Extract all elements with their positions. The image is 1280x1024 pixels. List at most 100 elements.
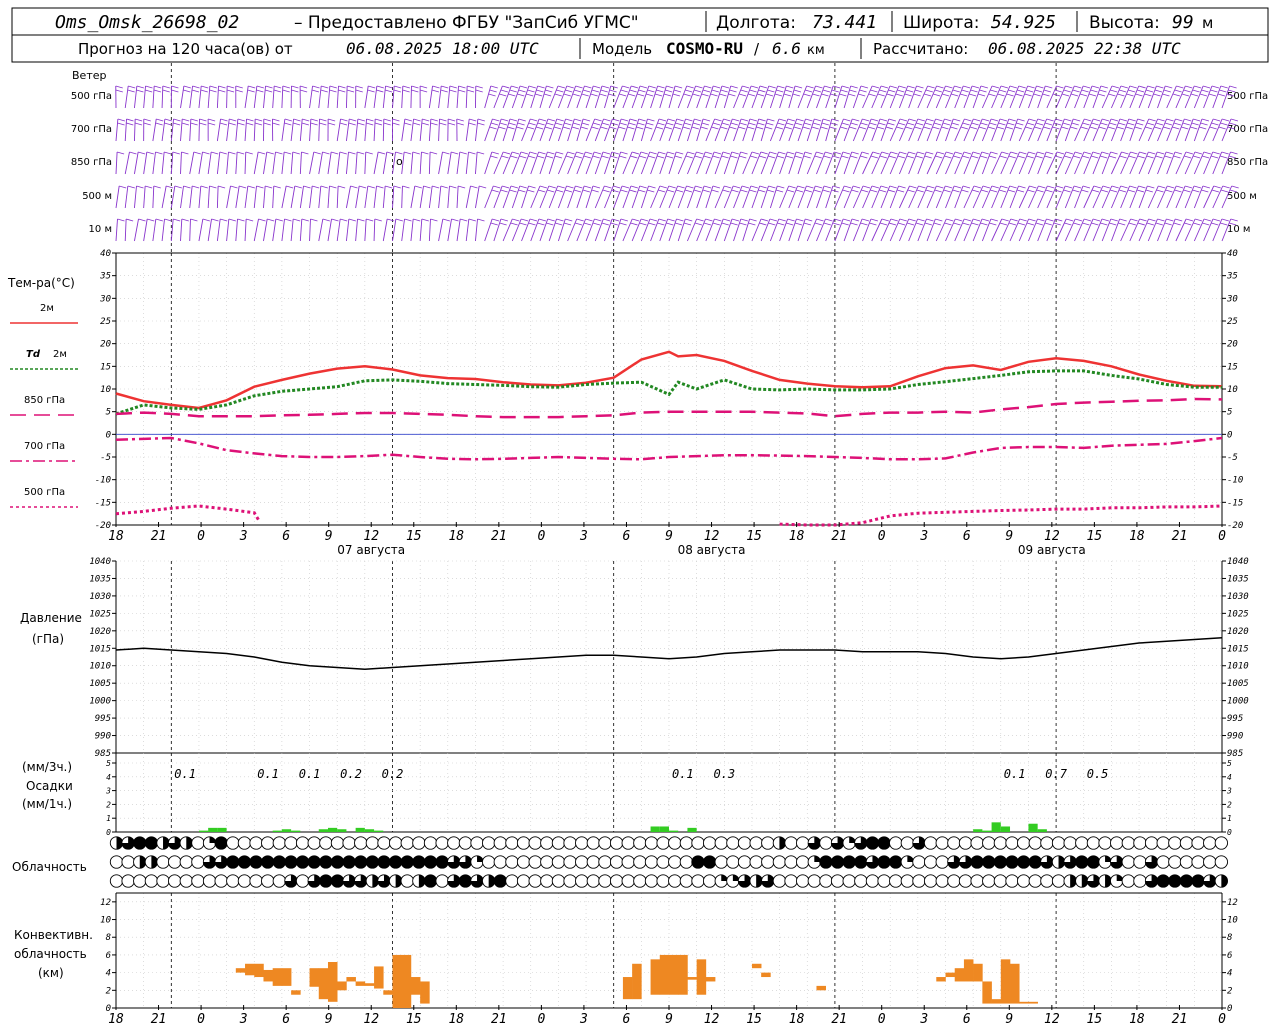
wind-barb-shaft	[502, 85, 512, 109]
cloud-symbol-fill	[1221, 874, 1228, 888]
cloud-symbol-outline	[1051, 836, 1066, 850]
wind-barb-feather	[1082, 155, 1090, 159]
wind-barb-feather	[1117, 93, 1125, 97]
wind-barb-feather	[535, 126, 544, 130]
wind-barb	[1166, 218, 1183, 242]
convective-bar	[318, 968, 329, 1000]
wind-barb-feather	[1164, 122, 1173, 126]
wind-barb-feather	[850, 122, 858, 126]
cloud-symbol	[865, 855, 880, 869]
wind-barb-feather	[600, 126, 608, 130]
wind-barb-feather	[547, 218, 555, 222]
wind-barb-shaft	[1193, 151, 1205, 175]
wind-barb-feather	[564, 189, 573, 193]
wind-barb-feather	[200, 89, 208, 93]
cloud-symbol-fill	[372, 874, 379, 888]
cloud-symbol-outline	[935, 836, 949, 850]
wind-barb-shaft	[1018, 218, 1030, 242]
cloud-symbol-fill	[1145, 874, 1158, 888]
cloud-symbol	[435, 836, 449, 850]
cloud-symbol-outline	[540, 855, 554, 869]
cloud-symbol-outline	[796, 855, 810, 869]
wind-barb	[281, 218, 292, 242]
wind-barb-feather	[740, 218, 748, 222]
wind-barb-feather	[861, 189, 869, 193]
wind-barb	[401, 218, 412, 242]
wind-barb-shaft	[613, 151, 622, 175]
cloud-symbol	[1028, 874, 1042, 888]
cloud-symbol-outline	[575, 874, 589, 888]
wind-barb-feather	[686, 85, 694, 89]
cloud-symbol-outline	[144, 874, 159, 888]
wind-barb-shaft	[216, 185, 219, 209]
wind-barb-feather	[1184, 155, 1192, 159]
cloud-symbol-outline	[470, 836, 484, 850]
hour-tick-label: 0	[197, 529, 205, 544]
wind-barb	[345, 151, 356, 175]
wind-barb	[972, 118, 990, 142]
wind-barb-shaft	[161, 218, 165, 242]
wind-barb-feather	[1118, 122, 1126, 126]
wind-barb-shaft	[1000, 85, 1011, 109]
cloud-symbol	[447, 874, 461, 888]
wind-barb-feather	[126, 118, 134, 122]
wind-barb-feather	[1119, 118, 1128, 122]
wind-barb-feather	[553, 126, 562, 130]
cloud-symbol-outline	[819, 874, 833, 888]
wind-barb	[1120, 85, 1137, 109]
precip-bar	[1000, 826, 1011, 832]
cloud-symbol-outline	[516, 855, 531, 869]
wind-barb-shaft	[345, 118, 350, 142]
wind-barb-feather	[572, 93, 580, 97]
wind-barb-feather	[657, 222, 665, 226]
wind-barb-feather	[547, 189, 555, 193]
wind-barb-feather	[639, 222, 647, 226]
wind-barb-feather	[890, 151, 898, 155]
precip-bar	[659, 826, 669, 832]
wind-barb-feather	[935, 155, 943, 159]
wind-barb	[521, 85, 536, 109]
wind-barb-feather	[412, 122, 421, 126]
wind-barb-feather	[393, 89, 401, 93]
wind-barb-feather	[692, 122, 701, 126]
wind-barb-feather	[1220, 222, 1228, 226]
wind-barb-feather	[492, 118, 500, 122]
wind-barb-feather	[794, 85, 803, 89]
wind-barb-shaft	[355, 118, 359, 142]
wind-barb-feather	[888, 222, 897, 226]
wind-barb-feather	[246, 218, 254, 222]
wind-barb	[806, 185, 823, 209]
wind-barb-feather	[1163, 126, 1171, 130]
wind-barb-feather	[815, 185, 823, 189]
wind-barb-feather	[209, 185, 217, 189]
wind-barb-feather	[329, 185, 337, 189]
wind-barb-feather	[601, 222, 609, 226]
wind-barb-feather	[887, 122, 895, 126]
wind-barb-feather	[601, 155, 609, 159]
wind-barb-feather	[620, 151, 628, 155]
cloud-symbol	[1098, 855, 1112, 869]
wind-barb-feather	[302, 118, 310, 122]
wind-barb-feather	[748, 122, 756, 126]
wind-barb-feather	[1167, 185, 1175, 189]
cloud-symbol-outline	[1121, 874, 1135, 888]
wind-barb-shaft	[475, 185, 480, 209]
wind-barb-shaft	[852, 85, 862, 109]
wind-barb-feather	[969, 126, 978, 130]
precip-3h-label: 0.1	[299, 767, 321, 781]
wind-barb-feather	[934, 89, 942, 93]
cloud-symbol-outline	[191, 836, 205, 850]
wind-barb-feather	[1009, 85, 1018, 89]
wind-barb-feather	[683, 222, 692, 226]
wind-barb	[871, 85, 889, 109]
cloud-symbol-outline	[272, 836, 286, 850]
wind-barb-feather	[392, 122, 400, 126]
cloud-symbol-fill	[389, 855, 402, 869]
cloud-symbol-outline	[249, 836, 263, 850]
wind-barb-feather	[895, 93, 903, 97]
hour-tick-label: 0	[878, 529, 886, 544]
cloud-symbol-fill	[308, 874, 321, 888]
wind-barb-feather	[1118, 222, 1126, 226]
wind-barb	[834, 218, 851, 242]
